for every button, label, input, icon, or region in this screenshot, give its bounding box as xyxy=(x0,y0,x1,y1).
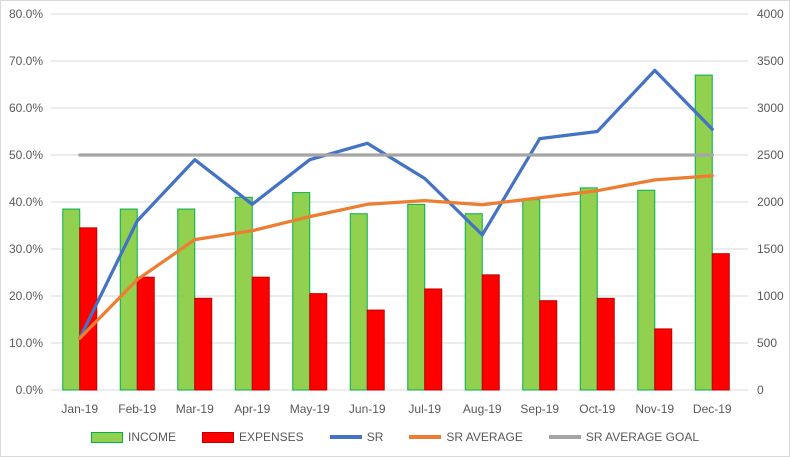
x-axis-label-Nov-19: Nov-19 xyxy=(635,402,674,416)
legend-item-expenses: EXPENSES xyxy=(201,430,304,444)
x-axis-label-Oct-19: Oct-19 xyxy=(579,402,615,416)
left-axis-tick: 40.0% xyxy=(9,195,43,209)
x-axis-label-Jan-19: Jan-19 xyxy=(61,402,98,416)
legend-item-sr-average-goal: SR AVERAGE GOAL xyxy=(548,430,699,444)
legend-label: EXPENSES xyxy=(238,430,304,444)
bar-income-Jan-19 xyxy=(62,208,81,391)
bar-expenses-Jul-19 xyxy=(424,288,443,391)
bar-expenses-May-19 xyxy=(309,293,328,391)
left-axis-tick: 20.0% xyxy=(9,289,43,303)
x-axis-label-May-19: May-19 xyxy=(290,402,330,416)
legend-label: SR xyxy=(366,430,384,444)
right-axis-tick: 3000 xyxy=(757,101,784,115)
bar-income-Sep-19 xyxy=(522,199,541,391)
bar-income-Nov-19 xyxy=(637,189,656,391)
x-axis-labels: Jan-19 Feb-19 Mar-19 Apr-19 May-19 Jun-19 Jul-… xyxy=(61,402,732,416)
bar-expenses-Dec-19 xyxy=(711,253,730,391)
x-axis-label-Apr-19: Apr-19 xyxy=(234,402,270,416)
x-axis-label-Feb-19: Feb-19 xyxy=(118,402,156,416)
legend-swatch-bar-icon xyxy=(90,431,123,443)
bar-expenses-Feb-19 xyxy=(136,276,155,391)
left-axis-tick: 80.0% xyxy=(9,7,43,21)
left-axis-tick: 60.0% xyxy=(9,101,43,115)
legend-swatch-line-icon xyxy=(329,435,362,439)
bar-income-May-19 xyxy=(292,192,311,391)
right-axis-tick: 2500 xyxy=(757,148,784,162)
right-axis-tick: 500 xyxy=(757,336,777,350)
right-axis-tick: 1000 xyxy=(757,289,784,303)
left-axis-tick: 30.0% xyxy=(9,242,43,256)
left-axis-tick: 0.0% xyxy=(16,383,44,397)
bar-income-Jul-19 xyxy=(407,203,426,391)
bar-expenses-Nov-19 xyxy=(654,328,673,391)
right-axis-tick: 4000 xyxy=(757,7,784,21)
axis-tick-labels: 0.0% 0 10.0% 500 20.0% 1000 30.0% 1500 40.0% 2000… xyxy=(9,7,784,397)
line-series-sr xyxy=(78,68,714,340)
bar-income-Apr-19 xyxy=(234,196,253,391)
bar-expenses-Jan-19 xyxy=(79,227,98,391)
bar-expenses-Aug-19 xyxy=(481,274,500,391)
bar-expenses-Apr-19 xyxy=(251,276,270,391)
chart-legend: INCOME EXPENSES SR SR AVERAGE SR AVERAGE GOA… xyxy=(1,430,789,444)
right-axis-tick: 0 xyxy=(757,383,764,397)
bar-expenses-Mar-19 xyxy=(194,297,213,391)
x-axis-label-Jun-19: Jun-19 xyxy=(349,402,386,416)
x-axis-label-Aug-19: Aug-19 xyxy=(463,402,502,416)
bar-expenses-Jun-19 xyxy=(366,309,385,391)
bar-expenses-Oct-19 xyxy=(596,297,615,391)
legend-item-income: INCOME xyxy=(90,430,176,444)
x-axis-label-Mar-19: Mar-19 xyxy=(176,402,214,416)
legend-item-sr: SR xyxy=(329,430,384,444)
legend-swatch-bar-icon xyxy=(201,431,234,443)
right-axis-tick: 1500 xyxy=(757,242,784,256)
x-axis-label-Sep-19: Sep-19 xyxy=(520,402,559,416)
legend-swatch-line-icon xyxy=(548,435,581,439)
left-axis-tick: 50.0% xyxy=(9,148,43,162)
x-axis-label-Jul-19: Jul-19 xyxy=(408,402,441,416)
legend-item-sr-average: SR AVERAGE xyxy=(409,430,523,444)
bar-income-Oct-19 xyxy=(579,187,598,391)
legend-swatch-line-icon xyxy=(409,435,442,439)
legend-label: INCOME xyxy=(127,430,176,444)
legend-label: SR AVERAGE xyxy=(446,430,523,444)
legend-label: SR AVERAGE GOAL xyxy=(585,430,699,444)
left-axis-tick: 10.0% xyxy=(9,336,43,350)
left-axis-tick: 70.0% xyxy=(9,54,43,68)
bar-income-Mar-19 xyxy=(177,208,196,391)
x-axis-label-Dec-19: Dec-19 xyxy=(693,402,732,416)
bar-income-Aug-19 xyxy=(464,213,483,391)
bar-income-Jun-19 xyxy=(349,213,368,391)
line-series-sr-average xyxy=(78,174,714,340)
bar-series-expenses xyxy=(79,227,730,391)
bar-expenses-Sep-19 xyxy=(539,300,558,391)
right-axis-tick: 2000 xyxy=(757,195,784,209)
right-axis-tick: 3500 xyxy=(757,54,784,68)
